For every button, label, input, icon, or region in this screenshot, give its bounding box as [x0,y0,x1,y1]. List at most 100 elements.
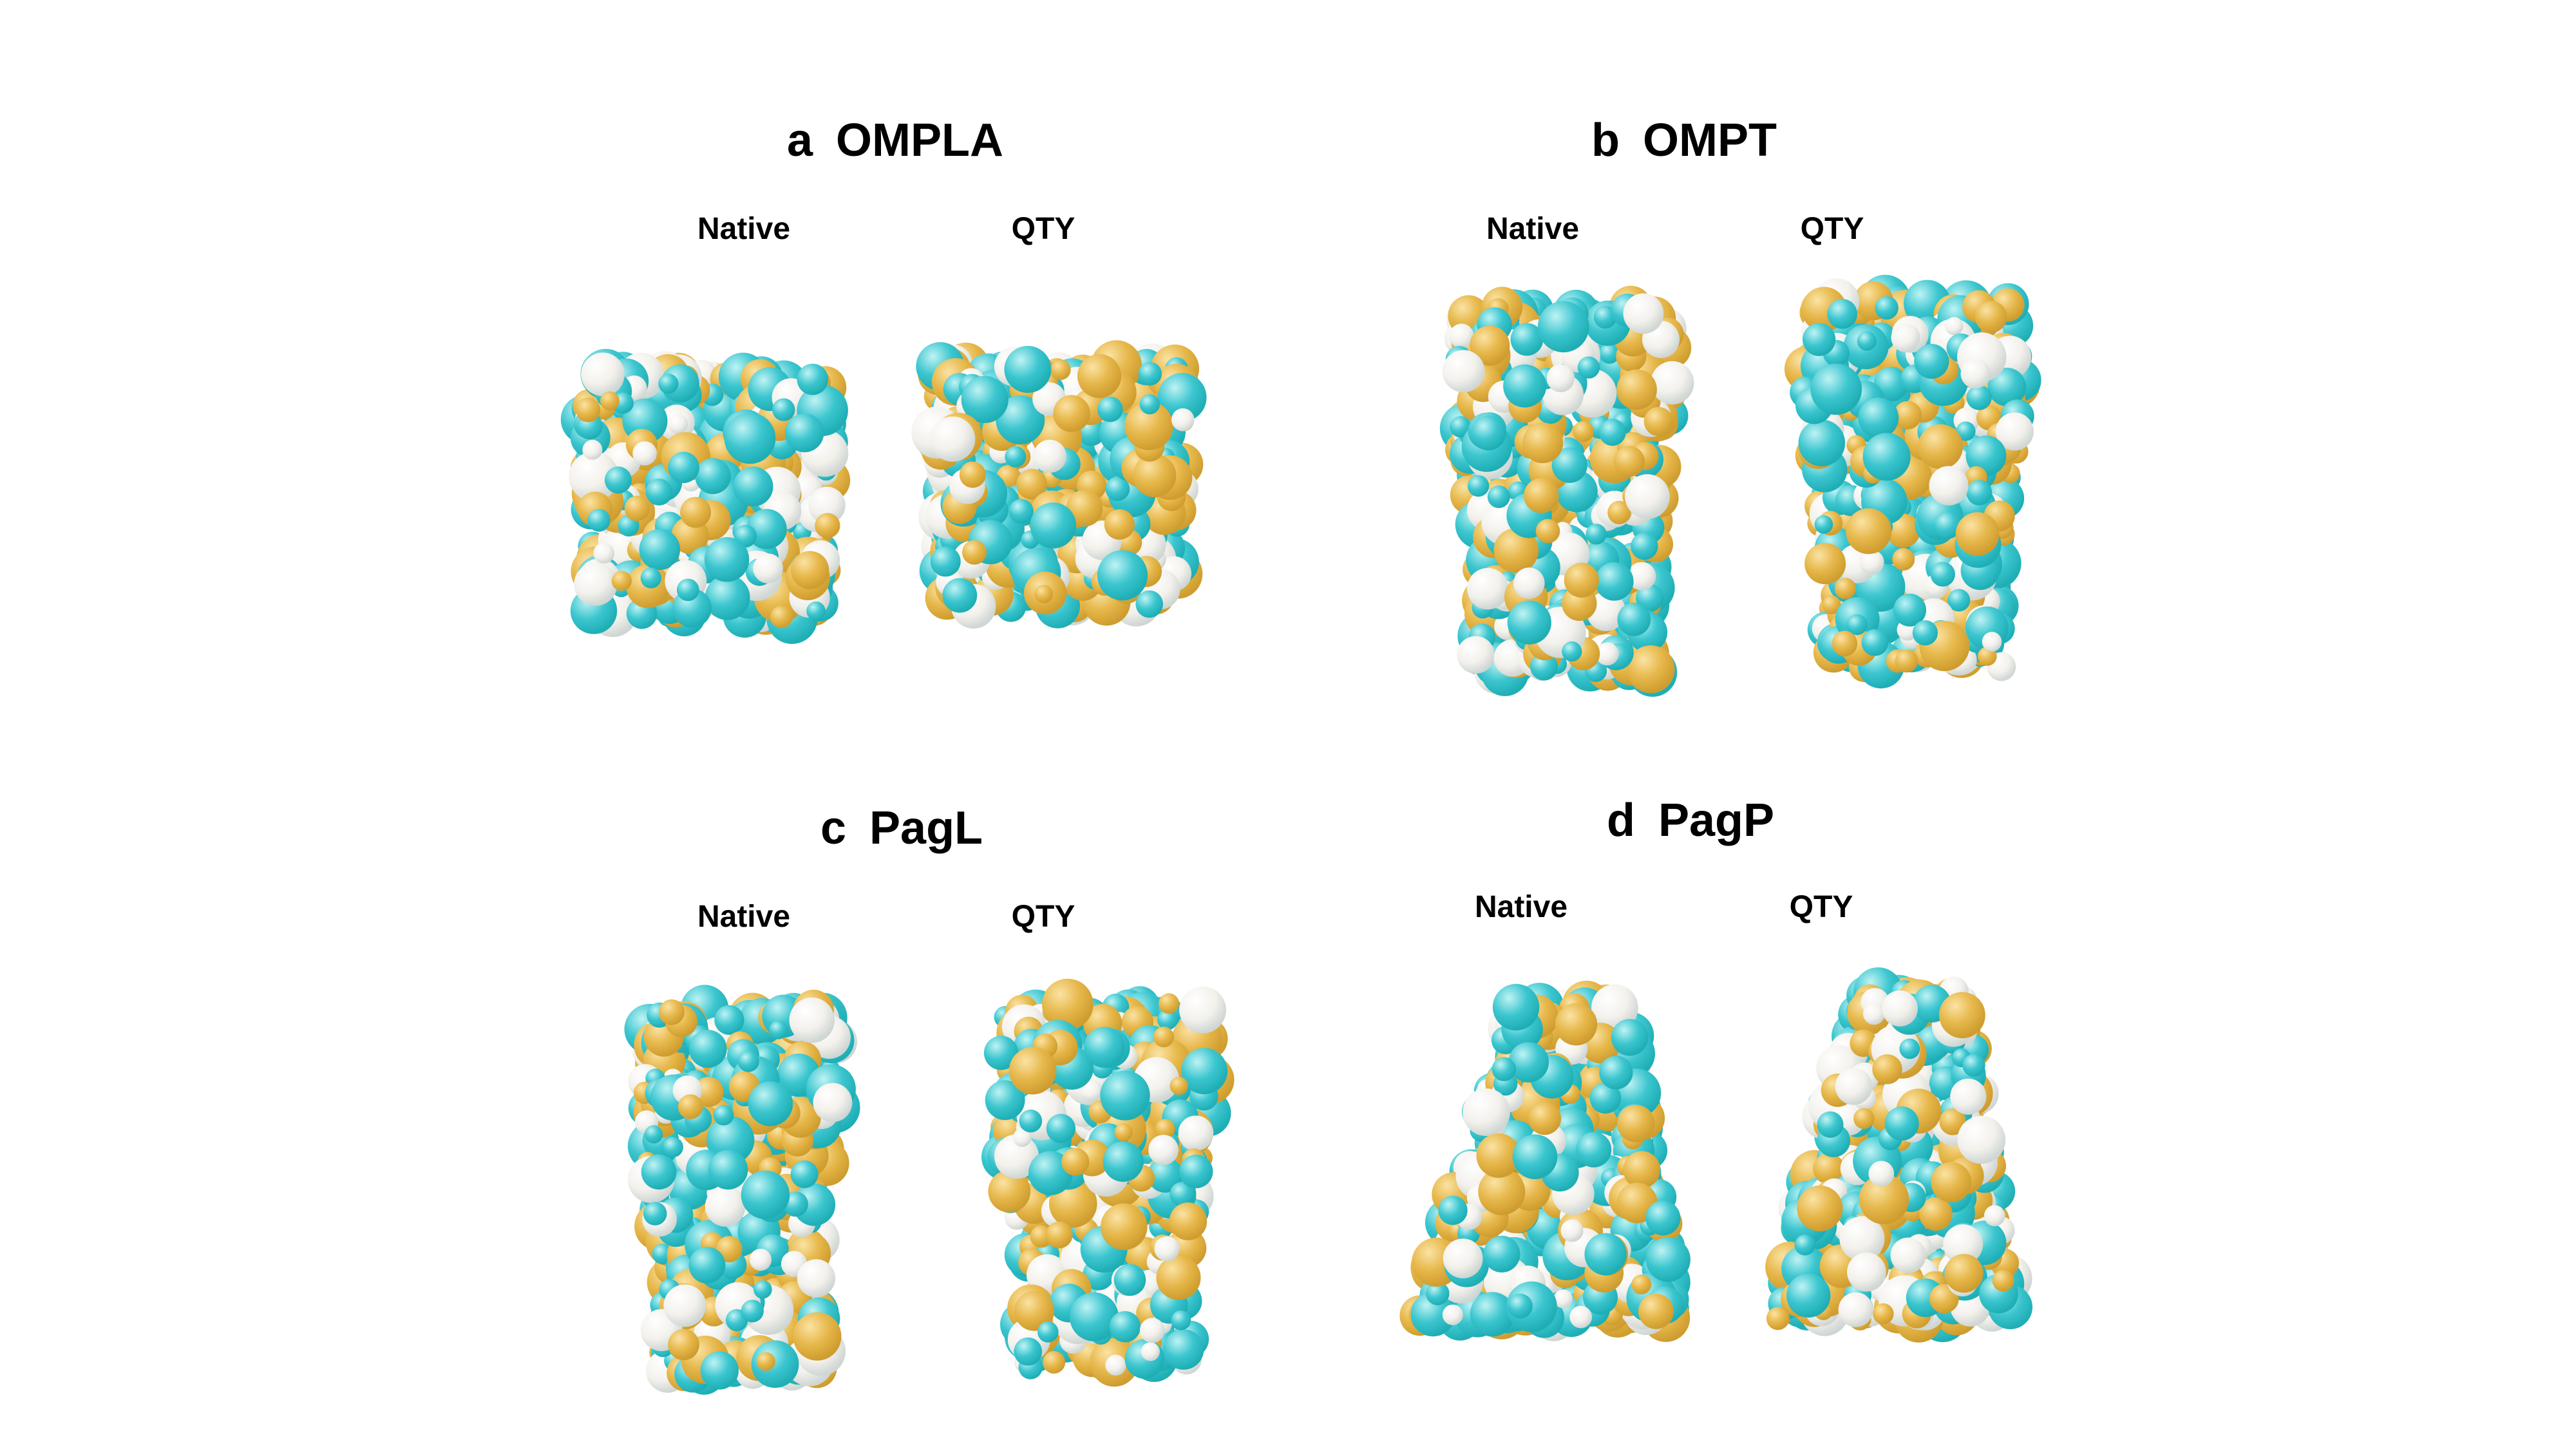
surface-blob [663,1137,683,1158]
surface-blob [643,1202,667,1226]
surface-blob [1450,416,1472,438]
surface-blob [705,1186,746,1227]
panel-b-title: b OMPT [1591,117,1777,164]
surface-blob [1457,636,1495,674]
surface-blob [1033,439,1066,473]
panel-c-native-label: Native [697,900,791,934]
surface-blob [1817,1111,1844,1138]
surface-blob [1813,1153,1844,1184]
surface-blob [1822,595,1841,614]
surface-blob [1835,1068,1873,1105]
surface-blob [1859,1174,1909,1225]
surface-blob [1599,343,1620,364]
surface-blob [1891,323,1920,352]
surface-blob [1019,1109,1043,1133]
surface-blob [1551,447,1587,483]
surface-blob [624,495,650,522]
surface-blob [611,571,632,591]
surface-blob [1832,630,1858,657]
surface-blob [962,540,987,565]
surface-blob [1061,1148,1090,1176]
surface-blob [1103,1141,1144,1182]
surface-blob [574,562,618,606]
surface-blob [1042,978,1094,1030]
surface-blob [1004,346,1052,393]
surface-blob [1899,1038,1920,1059]
panel-c-title: c PagL [820,805,983,851]
surface-blob [688,1030,727,1068]
surface-blob [1535,518,1560,544]
surface-blob [797,1259,835,1298]
surface-blob [1931,1162,1972,1202]
surface-blob [1467,567,1509,610]
surface-blob [770,605,793,629]
surface-blob [1623,1151,1661,1189]
surface-blob [1956,421,1976,441]
surface-blob [1546,364,1575,393]
surface-blob [1016,469,1048,500]
surface-blob [1645,1237,1690,1282]
surface-blob [1939,1108,1966,1135]
surface-blob [677,1094,703,1119]
surface-blob [1077,354,1122,398]
panel-d-qty-structure [1765,967,2035,1346]
surface-blob [996,395,1045,444]
surface-blob [1179,1154,1213,1189]
surface-blob [741,1170,790,1219]
surface-blob [1797,1185,1843,1231]
surface-blob [676,578,699,601]
surface-blob [1030,502,1076,549]
surface-blob [1124,401,1173,451]
surface-blob [1984,1205,2005,1227]
panel-d-native-label: Native [1474,890,1568,924]
surface-blob [1555,1003,1598,1046]
surface-blob [815,513,840,538]
surface-blob [1576,1132,1612,1168]
surface-blob [1101,1203,1148,1251]
surface-blob [737,1050,759,1072]
surface-blob [983,1036,1019,1070]
surface-blob [1528,1102,1562,1135]
surface-blob [1859,550,1884,574]
panel-name: OMPLA [836,115,1004,166]
surface-blob [1476,1133,1521,1178]
surface-blob [1835,578,1856,600]
surface-blob [1847,1252,1886,1292]
surface-blob [1893,401,1922,430]
panel-c-qty-label: QTY [1011,900,1075,934]
surface-blob [1179,986,1226,1034]
surface-blob [641,1154,677,1190]
surface-blob [658,999,685,1025]
surface-blob [575,397,601,422]
surface-blob [1595,562,1634,601]
surface-blob [1636,583,1664,612]
surface-blob [1069,1292,1119,1341]
surface-blob [1995,412,2034,451]
surface-blob [705,574,750,620]
surface-blob [1584,1233,1627,1276]
panel-letter: c [820,802,847,854]
surface-blob [668,1329,699,1361]
surface-blob [1154,1236,1180,1262]
surface-blob [1987,368,2027,406]
surface-blob [1892,547,1915,571]
surface-blob [1895,649,1918,673]
surface-blob [1084,1027,1125,1068]
panel-c-native-structure [618,985,863,1395]
surface-blob [959,461,986,488]
surface-blob [1804,543,1846,585]
surface-blob [985,1080,1025,1121]
surface-blob [1846,508,1892,554]
surface-blob [1929,466,1969,506]
panel-letter: d [1606,795,1635,846]
panel-b-native-label: Native [1486,212,1580,246]
surface-blob [1153,1027,1174,1048]
surface-blob [748,1081,793,1126]
surface-blob [1066,489,1103,527]
surface-blob [797,363,829,395]
surface-blob [1553,1289,1573,1309]
surface-blob [1442,1304,1463,1325]
surface-blob [658,374,679,394]
panel-letter: a [786,115,813,166]
surface-blob [1105,1354,1126,1376]
